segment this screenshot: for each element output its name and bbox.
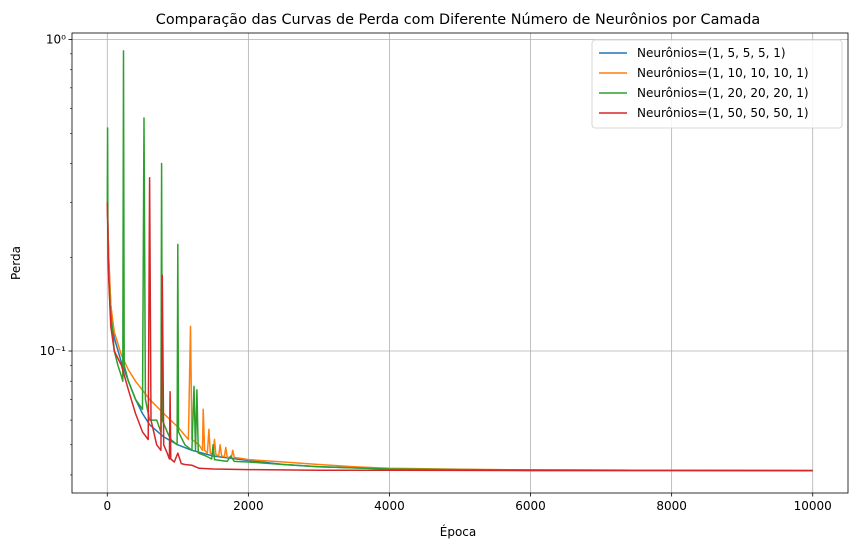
y-tick-label: 10⁰ <box>46 33 66 47</box>
legend: Neurônios=(1, 5, 5, 5, 1) Neurônios=(1, 1… <box>591 39 843 129</box>
x-tick-label: 10000 <box>794 499 832 513</box>
x-tick-label: 8000 <box>656 499 687 513</box>
x-tick-label: 2000 <box>233 499 264 513</box>
plot-area <box>106 50 813 472</box>
legend-label: Neurônios=(1, 50, 50, 50, 1) <box>637 106 809 120</box>
y-axis-label: Perda <box>9 246 23 280</box>
y-tick-label: 10⁻¹ <box>40 344 67 358</box>
series-line <box>106 177 813 472</box>
y-axis-ticks: 10⁻¹ 10⁰ <box>40 33 72 476</box>
legend-box <box>591 39 843 129</box>
series-line <box>106 202 813 472</box>
x-axis-label: Época <box>440 524 477 539</box>
x-tick-label: 6000 <box>515 499 546 513</box>
legend-label: Neurônios=(1, 20, 20, 20, 1) <box>637 86 809 100</box>
series-line <box>106 202 813 472</box>
x-axis-ticks: 0 2000 4000 6000 8000 10000 <box>103 493 832 513</box>
x-tick-label: 4000 <box>374 499 405 513</box>
legend-label: Neurônios=(1, 5, 5, 5, 1) <box>637 46 786 60</box>
x-tick-label: 0 <box>103 499 111 513</box>
chart-title: Comparação das Curvas de Perda com Difer… <box>156 12 760 28</box>
plot-frame <box>71 32 849 494</box>
series-line <box>106 50 813 472</box>
legend-label: Neurônios=(1, 10, 10, 10, 1) <box>637 66 809 80</box>
